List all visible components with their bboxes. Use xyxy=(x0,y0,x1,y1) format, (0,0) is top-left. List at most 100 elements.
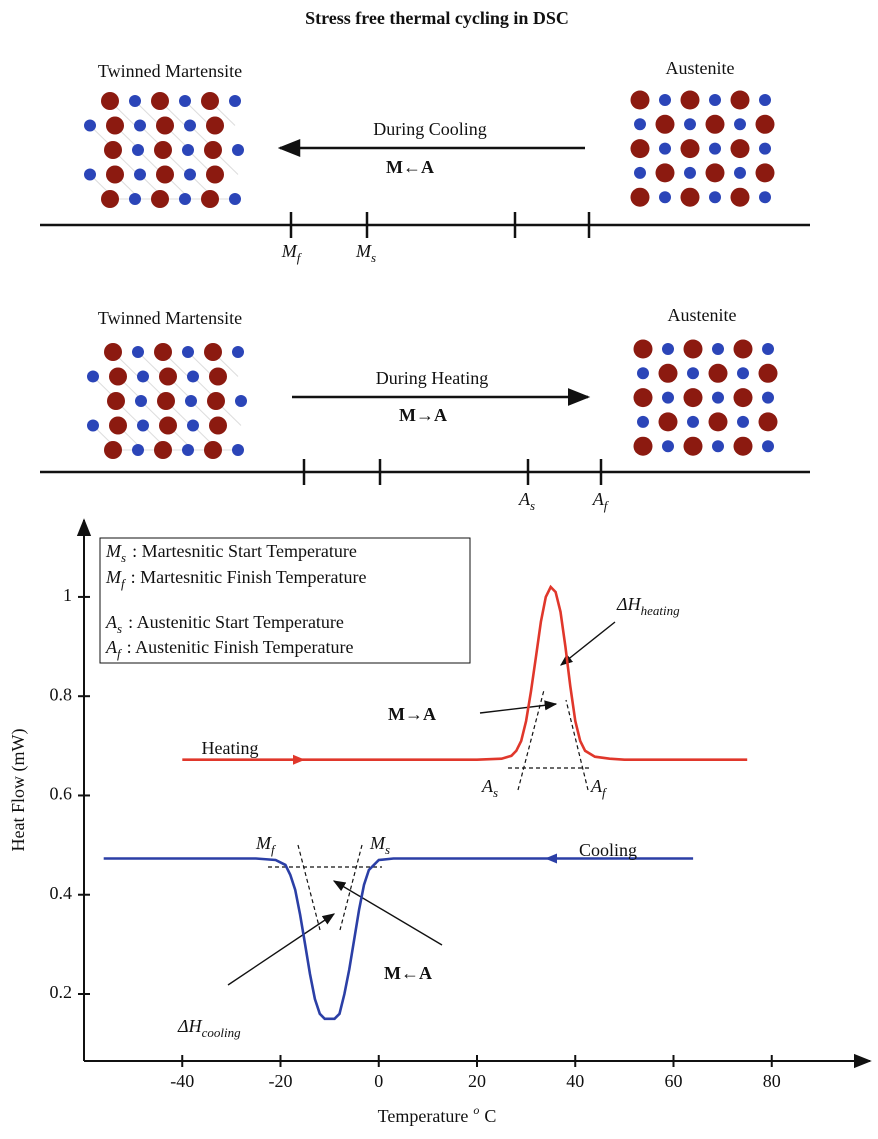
atom xyxy=(137,419,149,432)
atom xyxy=(655,114,675,134)
pointer xyxy=(227,913,336,986)
pointer xyxy=(560,621,616,666)
atom xyxy=(179,193,191,205)
atom xyxy=(207,392,225,410)
atom xyxy=(733,388,753,408)
dashed-tangent xyxy=(297,844,321,931)
atom xyxy=(187,370,199,383)
atom xyxy=(762,391,774,404)
symbol: A xyxy=(518,489,531,509)
atom xyxy=(106,165,124,184)
subscript: f xyxy=(117,646,123,661)
atom xyxy=(132,444,144,456)
text: : Austenitic Finish Temperature xyxy=(127,637,354,657)
symbol: A xyxy=(481,776,494,796)
atom xyxy=(687,415,699,428)
subscript: s xyxy=(371,250,376,265)
atom xyxy=(132,346,144,358)
x-tick-label: -20 xyxy=(269,1071,293,1091)
atom xyxy=(104,441,122,459)
y-tick-label: 0.6 xyxy=(50,784,73,804)
arrow-label: During Heating xyxy=(376,368,488,388)
atom xyxy=(106,116,124,135)
atom xyxy=(154,141,172,159)
atom xyxy=(734,118,746,131)
x-tick-label: 0 xyxy=(374,1071,383,1091)
temperature-symbol: Mf xyxy=(281,241,303,265)
subscript: f xyxy=(602,785,608,800)
temperature-symbol: Af xyxy=(592,489,610,513)
atom xyxy=(204,141,222,159)
martensite-lattice xyxy=(87,343,247,459)
x-label-sup: o xyxy=(473,1103,479,1117)
atom xyxy=(201,92,219,110)
symbol: M xyxy=(105,567,122,587)
atom xyxy=(87,370,99,383)
atom xyxy=(708,412,728,432)
atom xyxy=(737,415,749,428)
atom xyxy=(154,343,172,361)
dashed-tangent xyxy=(565,699,589,791)
dashed-tangent xyxy=(339,844,363,931)
atom xyxy=(235,395,247,407)
atom xyxy=(709,94,721,106)
atom xyxy=(637,415,649,428)
atom xyxy=(684,118,696,131)
atom xyxy=(129,193,141,205)
atom xyxy=(159,367,177,386)
atom xyxy=(187,419,199,432)
atom xyxy=(658,412,678,432)
annotation: Mf xyxy=(255,833,277,857)
atom xyxy=(633,339,653,359)
atom xyxy=(759,191,771,204)
x-label-unit: C xyxy=(484,1106,496,1126)
atom xyxy=(137,370,149,383)
atom xyxy=(109,416,127,435)
subscript: f xyxy=(604,498,610,513)
austenite-lattice xyxy=(630,90,775,207)
atom xyxy=(630,139,650,159)
atom xyxy=(159,416,177,435)
atom xyxy=(734,166,746,179)
x-tick-label: 60 xyxy=(665,1071,683,1091)
annotation: M→A xyxy=(388,704,436,724)
atom xyxy=(182,444,194,456)
atom xyxy=(151,92,169,110)
atom xyxy=(154,441,172,459)
atom xyxy=(680,90,700,110)
atom xyxy=(705,163,725,183)
atom xyxy=(101,190,119,208)
text: : Martesnitic Finish Temperature xyxy=(131,567,367,587)
atom xyxy=(662,391,674,404)
x-tick-label: 20 xyxy=(468,1071,486,1091)
symbol: M←A xyxy=(384,963,432,983)
atom xyxy=(655,163,675,183)
austenite-lattice xyxy=(633,339,778,456)
atom xyxy=(87,419,99,432)
atom xyxy=(730,90,750,110)
atom xyxy=(634,166,646,179)
x-tick-label: 40 xyxy=(566,1071,584,1091)
subscript: f xyxy=(121,576,127,591)
annotation: ΔHheating xyxy=(616,594,680,618)
atom xyxy=(104,141,122,159)
atom xyxy=(758,363,778,383)
atom xyxy=(730,139,750,159)
direction-arrow xyxy=(545,853,557,864)
austenite-label: Austenite xyxy=(666,58,735,78)
atom xyxy=(762,440,774,453)
atom xyxy=(156,165,174,184)
series-label: Heating xyxy=(202,738,259,758)
atom xyxy=(712,391,724,404)
atom xyxy=(683,339,703,359)
atom xyxy=(101,92,119,110)
atom xyxy=(637,367,649,380)
symbol: M xyxy=(369,833,386,853)
atom xyxy=(107,392,125,410)
subscript: s xyxy=(493,785,498,800)
atom xyxy=(156,116,174,135)
annotation: ΔHcooling xyxy=(177,1016,241,1040)
atom xyxy=(680,139,700,159)
temperature-symbol: Ms xyxy=(355,241,376,265)
atom xyxy=(84,168,96,181)
